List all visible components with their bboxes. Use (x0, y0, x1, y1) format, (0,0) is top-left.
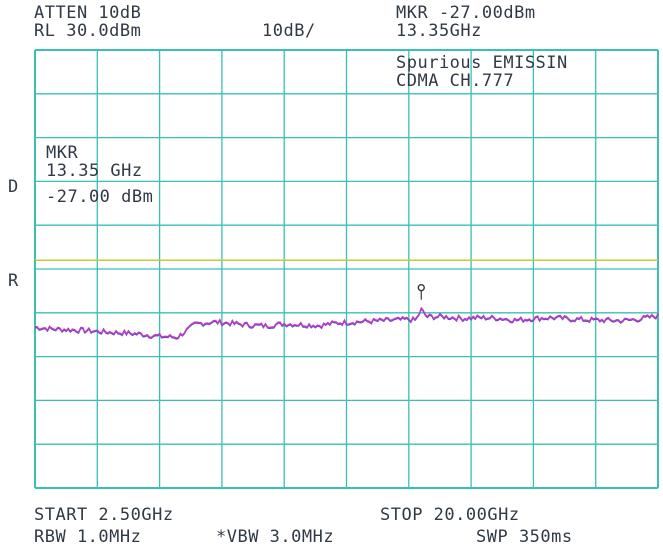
sweep-time-label: SWP 350ms (476, 527, 573, 547)
marker-readout-frequency: 13.35GHz (396, 21, 482, 41)
display-line-indicator: D (8, 177, 19, 197)
marker-readout-value: MKR -27.00dBm (396, 3, 536, 23)
video-bandwidth-label: *VBW 3.0MHz (216, 527, 335, 547)
start-frequency-label: START 2.50GHz (34, 505, 174, 525)
trace-title-line-1: Spurious EMISSIN (396, 53, 568, 73)
trace-shadow (34, 307, 659, 340)
trace-title-line-2: CDMA CH.777 (396, 71, 515, 91)
stop-frequency-label: STOP 20.00GHz (380, 505, 520, 525)
reference-indicator: R (8, 271, 19, 291)
marker-box-amplitude: -27.00 dBm (46, 187, 154, 207)
resolution-bandwidth-label: RBW 1.0MHz (34, 527, 142, 547)
marker-point (417, 283, 425, 292)
marker (417, 283, 425, 300)
marker-box-label: MKR (46, 143, 79, 163)
spectrum-trace (34, 306, 659, 339)
scale-label: 10dB/ (262, 21, 316, 41)
attenuation-label: ATTEN 10dB (34, 3, 142, 23)
reference-level-label: RL 30.0dBm (34, 21, 142, 41)
marker-box-frequency: 13.35 GHz (46, 161, 143, 181)
graticule-grid (34, 49, 659, 489)
